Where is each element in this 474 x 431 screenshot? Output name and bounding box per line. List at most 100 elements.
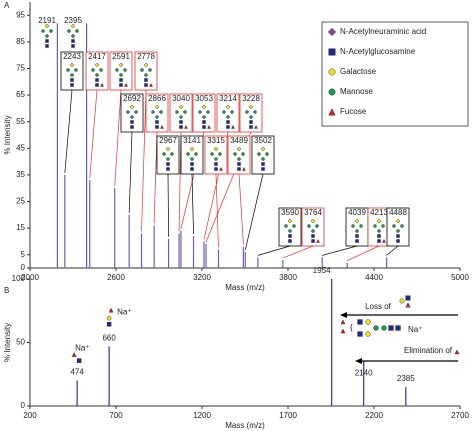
glycan-circle [249,115,253,119]
peak-label: 2692 [123,94,141,103]
peak-label: 3502 [254,136,272,145]
peak-label: 3228 [242,94,260,103]
glycan-circle [218,152,222,156]
glycan-square [288,234,292,238]
annotation: Elimination of [404,346,453,355]
peak-label: 2591 [112,52,130,61]
annotation: Loss of [365,302,392,311]
glycan-triangle [207,125,211,129]
glycan-square [214,167,218,171]
glycan-circle [119,63,123,67]
glycan-circle [41,29,45,33]
glycan-circle [119,73,123,77]
glycan-circle [202,115,206,119]
panel-label: A [4,1,10,10]
glycan-square [119,78,123,82]
glycan-triangle [328,108,336,116]
glycan-circle [144,73,148,77]
glycan-square [311,239,315,243]
glycan-circle [328,88,336,96]
glycan-triangle [149,83,153,87]
connector [347,245,380,261]
glycan-circle [175,110,179,114]
glycan-circle [155,115,159,119]
glycan-circle [144,63,148,67]
glycan-circle [66,68,70,72]
glycan-circle [148,68,152,72]
y-tick-label: 100 [12,274,26,283]
glycan-square [377,239,381,243]
glycan-circle [186,152,190,156]
glycan-circle [396,229,400,233]
panel-label: B [4,286,9,295]
glycan-circle [377,229,381,233]
glycan-circle [71,24,75,28]
glycan-square [261,167,265,171]
glycan-triangle [340,328,346,334]
glycan-square [249,120,253,124]
glycan-square [237,167,241,171]
glycan-square [355,234,359,238]
glycan-circle [307,224,311,228]
x-tick-label: 200 [23,411,37,420]
glycan-circle [311,219,315,223]
glycan-circle [123,68,127,72]
x-tick-label: 5000 [451,273,469,282]
y-tick-label: 35 [16,170,25,179]
y-tick-label: 85 [16,37,25,46]
glycan-circle [381,224,385,228]
glycan-circle [202,105,206,109]
glycan-triangle [242,167,246,171]
peak-label: 3489 [230,136,248,145]
glycan-circle [261,157,265,161]
x-axis-label: Mass (m/z) [225,421,265,430]
peak-label: 3214 [219,94,237,103]
glycan-circle [99,68,103,72]
glycan-square [130,120,134,124]
glycan-circle [166,157,170,161]
glycan-circle [106,316,112,321]
glycan-circle [155,105,159,109]
glycan-circle [91,68,95,72]
peak-label: 2140 [355,369,373,378]
glycan-circle [126,110,130,114]
glycan-circle [237,157,241,161]
glycan-square [106,322,112,327]
legend-label: Mannose [340,87,373,96]
glycan-square [249,125,253,129]
glycan-square [144,83,148,87]
annotation: Na⁺ [408,325,422,334]
glycan-square [130,125,134,129]
glycan-circle [288,229,292,233]
brace: { [350,323,353,332]
connector [153,131,158,224]
glycan-circle [49,29,53,33]
peak-label: 3315 [207,136,225,145]
glycan-circle [45,24,49,28]
y-tick-label: 55 [16,117,25,126]
glycan-square [328,48,336,56]
y-tick-label: 45 [16,143,25,152]
arrow-head [340,312,347,318]
y-tick-label: 0 [21,401,26,410]
glycan-circle [315,224,319,228]
connector [89,89,98,179]
connector [167,173,169,237]
glycan-circle [130,105,134,109]
connector [64,89,73,173]
glycan-square [311,234,315,238]
glycan-circle [355,219,359,223]
y-axis-label: % Intensity [3,115,12,154]
glycan-square [70,83,74,87]
glycan-circle [392,224,396,228]
glycan-square [377,234,381,238]
glycan-triangle [316,239,320,243]
glycan-circle [162,152,166,156]
glycan-circle [134,110,138,114]
axes [29,279,460,407]
glycan-square [190,162,194,166]
peak-label: 3764 [304,208,322,217]
glycan-square [357,331,363,337]
glycan-circle [214,147,218,151]
